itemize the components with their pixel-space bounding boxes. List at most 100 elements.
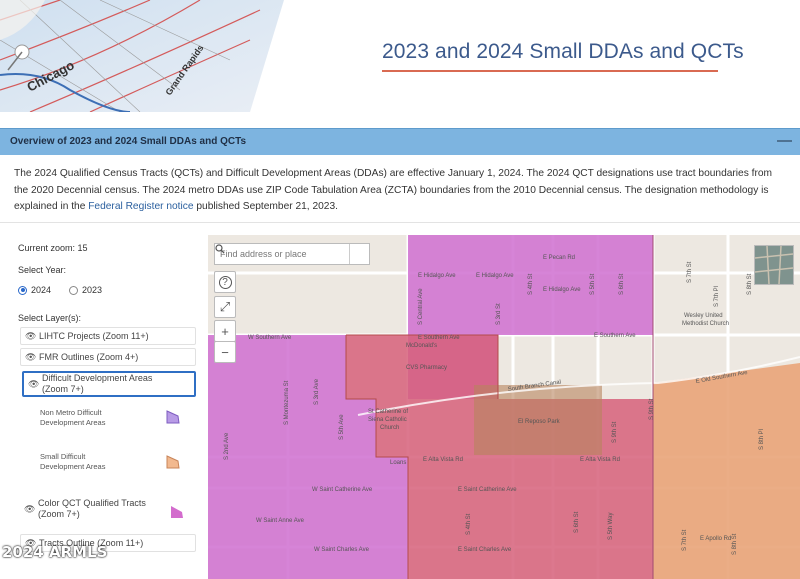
layer-dda[interactable]: 👁 Difficult Development Areas (Zoom 7+) (22, 371, 196, 397)
title-underline (382, 70, 718, 72)
plus-icon: + (221, 323, 229, 339)
layer-lihtc[interactable]: 👁 LIHTC Projects (Zoom 11+) (20, 327, 196, 345)
basemap-thumbnail-icon (755, 246, 793, 284)
radio-2024[interactable] (18, 285, 27, 295)
layer-tracts-label: Tracts Outline (Zoom 11+) (39, 537, 144, 548)
street-label: S 2nd Ave (224, 432, 230, 460)
qct-area-west (208, 335, 408, 579)
place-label: El Reposo Park (518, 419, 561, 425)
layer-panel: Current zoom: 15 Select Year: 2024 2023 … (12, 236, 208, 579)
small-dda-swatch (166, 455, 180, 469)
layer-qct-color[interactable]: 👁 Color QCT Qualified Tracts (Zoom 7+) (20, 490, 196, 528)
collapse-icon[interactable]: — (777, 132, 792, 149)
street-label: S 6th St (574, 511, 580, 533)
street-label: W Saint Charles Ave (314, 547, 370, 553)
eye-icon[interactable]: 👁 (25, 330, 37, 341)
place-label: Siena Catholic (368, 417, 407, 423)
overview-header[interactable]: Overview of 2023 and 2024 Small DDAs and… (0, 128, 800, 155)
layer-tracts[interactable]: 👁 Tracts Outline (Zoom 11+) (20, 534, 196, 552)
street-label: S 9th St (612, 421, 618, 443)
eye-icon[interactable]: 👁 (28, 378, 40, 389)
page-title: 2023 and 2024 Small DDAs and QCTs (382, 40, 744, 63)
place-label: Church (380, 425, 399, 431)
header-map-image: Chicago Grand Rapids (0, 0, 284, 112)
legend-small-dda-label: Small Difficult Development Areas (40, 452, 106, 471)
street-label: E Saint Catherine Ave (458, 487, 517, 493)
eye-icon[interactable]: 👁 (25, 537, 37, 548)
place-label: Methodist Church (682, 321, 729, 327)
minus-icon: − (221, 344, 229, 360)
street-label: S 7th St (687, 261, 693, 283)
park-area (474, 385, 602, 455)
street-label: E Alta Vista Rd (580, 457, 620, 463)
overview-description: The 2024 Qualified Census Tracts (QCTs) … (14, 166, 784, 216)
street-label: E Saint Charles Ave (458, 547, 512, 553)
street-label: S 8th St (732, 533, 738, 555)
street-label: E Southern Ave (418, 335, 460, 341)
street-label: S 5th Way (608, 513, 614, 540)
place-label: McDonald's (406, 343, 437, 349)
street-label: S 7th St (682, 529, 688, 551)
overview-title: Overview of 2023 and 2024 Small DDAs and… (10, 136, 247, 147)
street-label: S 8th Pl (759, 429, 765, 450)
basemap-toggle[interactable] (754, 245, 794, 285)
layer-qct-label: Color QCT Qualified Tracts (Zoom 7+) (38, 498, 146, 519)
street-label: S 6th St (619, 273, 625, 295)
year-radio-group: 2024 2023 (18, 285, 102, 295)
small-dda-area (653, 363, 800, 579)
overview-text-part2: published September 21, 2023. (193, 201, 338, 212)
street-label: E Hidalgo Ave (418, 273, 456, 279)
overlap-area (346, 335, 653, 579)
select-year-label: Select Year: (18, 265, 67, 275)
street-label: S Central Ave (418, 288, 424, 325)
street-label: W Southern Ave (248, 335, 292, 341)
radio-2024-label: 2024 (31, 285, 52, 295)
watermark: 2024 ARMLS (2, 543, 108, 561)
street-label: E Pecan Rd (543, 255, 575, 261)
place-label: Wesley United (684, 313, 723, 319)
federal-register-link[interactable]: Federal Register notice (88, 201, 194, 212)
street-label: S 3rd Ave (314, 378, 320, 405)
zoom-value: 15 (77, 243, 88, 253)
street-label: S 5th St (590, 273, 596, 295)
place-label: CVS Pharmacy (406, 365, 447, 371)
street-label: W Saint Catherine Ave (312, 487, 373, 493)
street-label: S 9th St (649, 398, 655, 420)
fullscreen-icon: ⤢ (219, 299, 231, 314)
layer-fmr[interactable]: 👁 FMR Outlines (Zoom 4+) (20, 348, 196, 366)
street-label: S 8th St (747, 273, 753, 295)
zoom-label: Current zoom: (18, 243, 76, 253)
overview-text-part1: The 2024 Qualified Census Tracts (QCTs) … (14, 168, 773, 212)
search-input[interactable]: Find address or place (220, 249, 307, 259)
map-canvas[interactable]: E Hidalgo Ave E Hidalgo Ave E Hidalgo Av… (208, 235, 800, 579)
nonmetro-swatch (166, 410, 180, 424)
street-label: W Saint Anne Ave (256, 518, 305, 524)
eye-icon[interactable]: 👁 (24, 503, 36, 514)
street-label: S 5th Ave (339, 414, 345, 440)
legend-nonmetro-label: Non Metro Difficult Development Areas (40, 408, 106, 427)
layer-fmr-label: FMR Outlines (Zoom 4+) (39, 351, 139, 362)
street-label: S 3rd St (496, 303, 502, 325)
help-icon: ? (218, 275, 232, 289)
select-layers-label: Select Layer(s): (18, 313, 82, 323)
search-button[interactable] (215, 244, 369, 264)
radio-2023-label: 2023 (82, 285, 103, 295)
street-label: E Hidalgo Ave (543, 287, 581, 293)
zoom-in-button[interactable]: + (214, 320, 236, 342)
layer-lihtc-label: LIHTC Projects (Zoom 11+) (39, 330, 149, 341)
divider (0, 222, 800, 223)
help-button[interactable]: ? (214, 271, 236, 293)
search-icon (215, 244, 225, 254)
street-label: E Hidalgo Ave (476, 273, 514, 279)
zoom-out-button[interactable]: − (214, 341, 236, 363)
street-label: S Montezuma St (284, 380, 290, 425)
fullscreen-button[interactable]: ⤢ (214, 296, 236, 318)
place-label: St Catherine of (368, 409, 408, 415)
street-label: E Alta Vista Rd (423, 457, 463, 463)
map-view[interactable]: E Hidalgo Ave E Hidalgo Ave E Hidalgo Av… (208, 235, 800, 579)
street-label: E Apollo Rd (700, 536, 731, 542)
radio-2023[interactable] (69, 285, 79, 295)
street-label: S 4th St (528, 273, 534, 295)
eye-icon[interactable]: 👁 (25, 351, 37, 362)
street-label: S 7th Pl (714, 286, 720, 307)
